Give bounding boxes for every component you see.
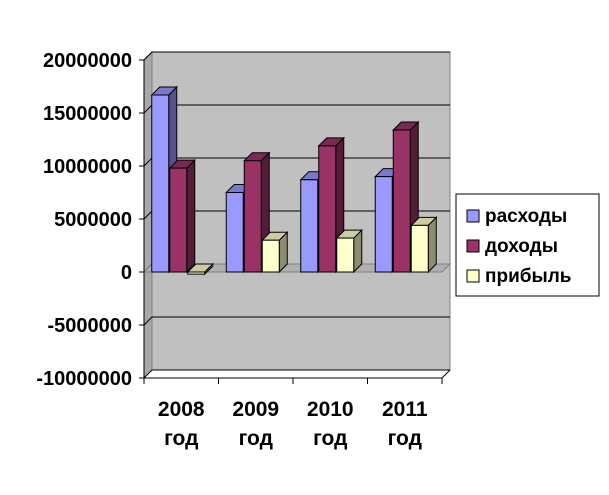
y-tick-label: 20000000 bbox=[43, 50, 132, 72]
legend-label: расходы bbox=[485, 206, 567, 227]
bar-прибыль bbox=[410, 216, 438, 274]
legend-item: доходы bbox=[466, 236, 558, 257]
y-tick-label: 15000000 bbox=[43, 103, 132, 125]
x-axis-category-labels: 2008 год 2009 год 2010 год 2011 год bbox=[158, 398, 428, 450]
bar-прибыль bbox=[335, 228, 363, 274]
bar-прибыль bbox=[261, 230, 289, 274]
bar-прибыль bbox=[186, 262, 214, 276]
bars bbox=[150, 85, 438, 276]
y-axis-tick-labels: 20000000 15000000 10000000 5000000 0 -5000000… bbox=[36, 50, 132, 390]
legend-swatch bbox=[466, 209, 480, 223]
gridline bbox=[143, 369, 450, 379]
bar-доходы bbox=[168, 158, 196, 274]
y-tick-label: 0 bbox=[121, 262, 132, 284]
gridline bbox=[143, 51, 450, 61]
legend-item: прибыль bbox=[466, 266, 571, 287]
y-tick-label: -5000000 bbox=[47, 315, 132, 337]
legend-item: расходы bbox=[466, 206, 567, 227]
legend-swatch bbox=[466, 269, 480, 283]
gridline bbox=[143, 316, 450, 326]
legend-box bbox=[455, 193, 600, 297]
y-tick-label: 5000000 bbox=[54, 209, 132, 231]
y-tick-label: -10000000 bbox=[36, 368, 132, 390]
legend-swatch bbox=[466, 239, 480, 253]
y-tick-label: 10000000 bbox=[43, 156, 132, 178]
legend-label: доходы bbox=[485, 236, 558, 257]
x-category-label: 2010 год bbox=[307, 398, 354, 450]
x-category-label: 2011 год bbox=[382, 398, 428, 450]
x-axis-depth-line bbox=[441, 369, 451, 379]
axes bbox=[139, 59, 451, 384]
x-category-label: 2008 год bbox=[158, 398, 205, 450]
legend-label: прибыль bbox=[485, 266, 571, 287]
legend: расходы доходы прибыль bbox=[455, 193, 600, 297]
x-category-label: 2009 год bbox=[232, 398, 279, 450]
